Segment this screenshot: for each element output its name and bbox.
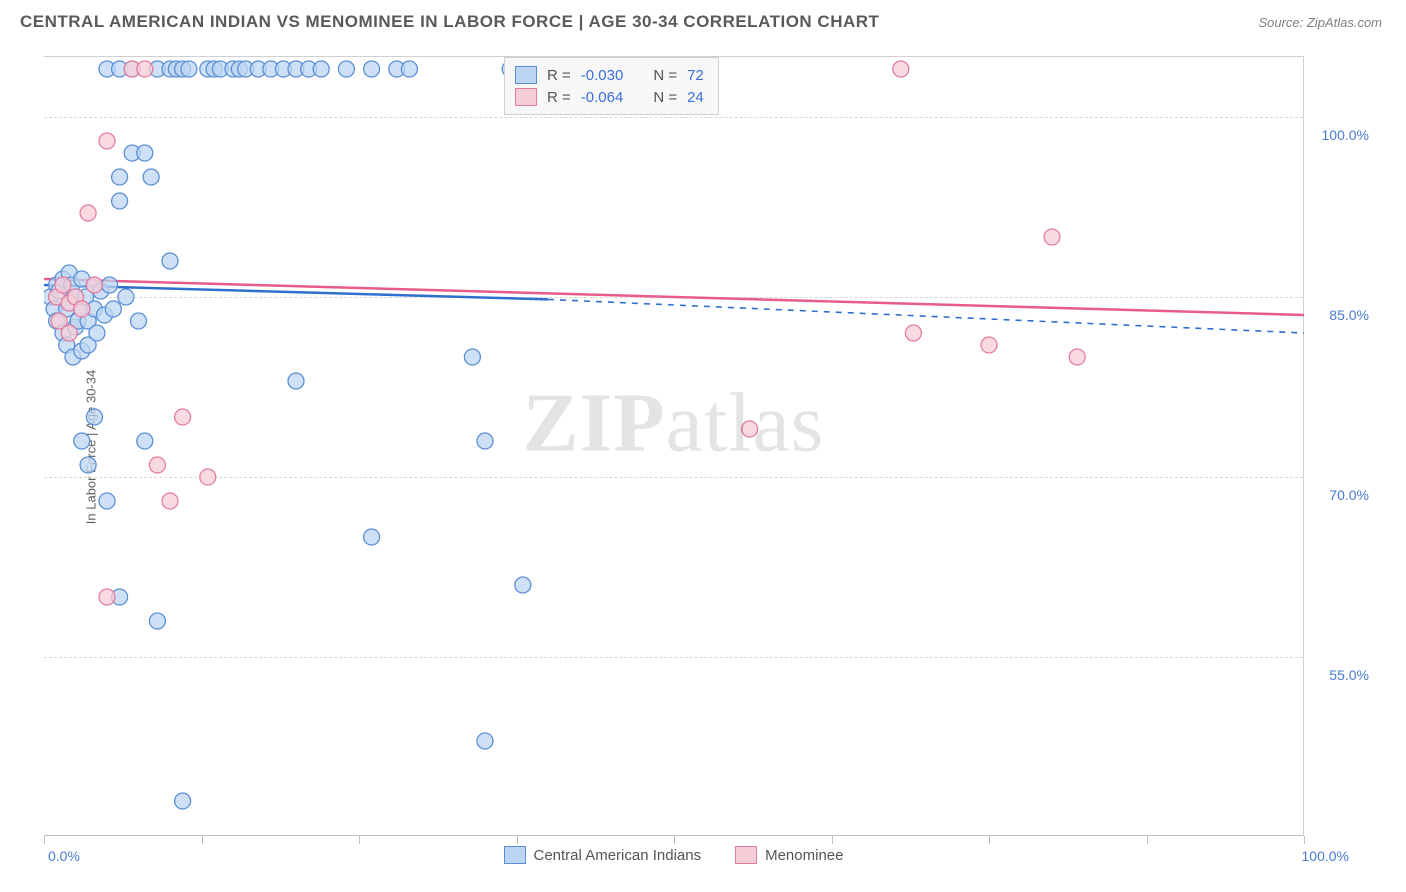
chart-area: In Labor Force | Age 30-34 0.0% 100.0% 1… bbox=[44, 56, 1304, 836]
legend-row-series2: R = -0.064 N = 24 bbox=[515, 86, 704, 108]
legend-label-1: Central American Indians bbox=[534, 847, 702, 864]
legend-item-series1: Central American Indians bbox=[504, 846, 702, 864]
x-max-label: 100.0% bbox=[1302, 848, 1349, 864]
chart-source: Source: ZipAtlas.com bbox=[1258, 15, 1382, 30]
x-tick bbox=[44, 836, 45, 844]
y-tick-label: 100.0% bbox=[1322, 127, 1369, 143]
x-tick bbox=[1147, 836, 1148, 844]
x-tick bbox=[989, 836, 990, 844]
x-tick bbox=[517, 836, 518, 844]
x-tick bbox=[359, 836, 360, 844]
legend-row-series1: R = -0.030 N = 72 bbox=[515, 64, 704, 86]
swatch-series2 bbox=[515, 88, 537, 106]
legend-label-2: Menominee bbox=[765, 847, 843, 864]
n-label-1: N = bbox=[653, 67, 677, 84]
x-tick bbox=[832, 836, 833, 844]
x-tick bbox=[674, 836, 675, 844]
r-label-1: R = bbox=[547, 67, 571, 84]
y-tick-label: 70.0% bbox=[1329, 487, 1369, 503]
y-tick-label: 55.0% bbox=[1329, 667, 1369, 683]
plot-svg bbox=[44, 57, 1304, 837]
y-tick-label: 85.0% bbox=[1329, 307, 1369, 323]
legend-swatch-2 bbox=[735, 846, 757, 864]
n-label-2: N = bbox=[653, 89, 677, 106]
correlation-legend: R = -0.030 N = 72 R = -0.064 N = 24 bbox=[504, 57, 719, 115]
n-value-1: 72 bbox=[687, 67, 704, 84]
r-value-2: -0.064 bbox=[581, 89, 624, 106]
x-tick bbox=[202, 836, 203, 844]
legend-item-series2: Menominee bbox=[735, 846, 843, 864]
chart-title: CENTRAL AMERICAN INDIAN VS MENOMINEE IN … bbox=[20, 12, 879, 32]
swatch-series1 bbox=[515, 66, 537, 84]
n-value-2: 24 bbox=[687, 89, 704, 106]
r-value-1: -0.030 bbox=[581, 67, 624, 84]
legend-swatch-1 bbox=[504, 846, 526, 864]
r-label-2: R = bbox=[547, 89, 571, 106]
x-tick bbox=[1304, 836, 1305, 844]
series-legend: Central American Indians Menominee bbox=[44, 846, 1303, 864]
